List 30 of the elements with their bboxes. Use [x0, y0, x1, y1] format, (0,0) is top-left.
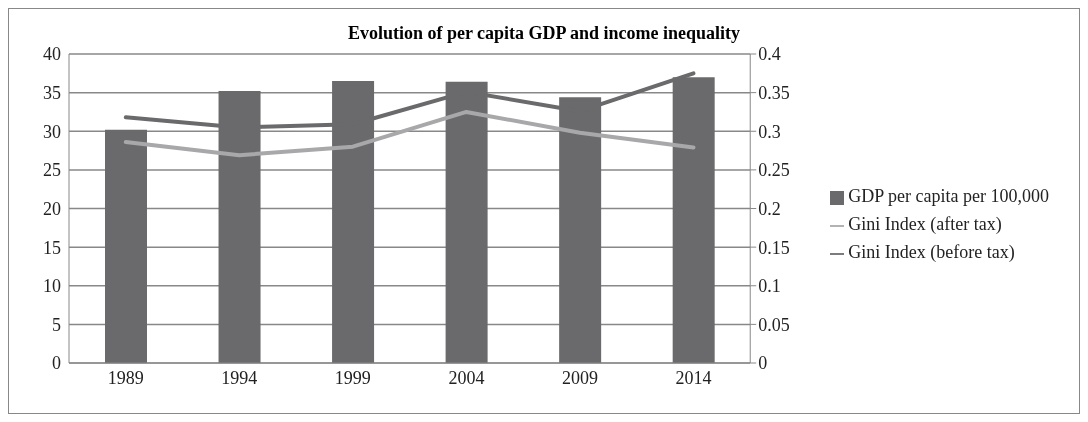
y-tick-label: 35 [43, 83, 61, 104]
y2-tick-label: 0.1 [758, 276, 781, 297]
y2-tick-label: 0 [758, 353, 768, 374]
x-tick-label: 1999 [334, 367, 371, 388]
y-tick-label: 40 [43, 44, 61, 65]
y2-tick-label: 0.35 [758, 83, 790, 104]
bar [105, 129, 147, 363]
y2-tick-label: 0.15 [758, 237, 790, 258]
y2-tick-label: 0.4 [758, 44, 781, 65]
y-tick-label: 25 [43, 160, 61, 181]
x-tick-label: 1994 [221, 367, 258, 388]
y-tick-label: 0 [52, 353, 61, 374]
x-tick-label: 2009 [561, 367, 598, 388]
y2-tick-label: 0.3 [758, 121, 781, 142]
line-series [123, 109, 696, 158]
y2-tick-label: 0.25 [758, 160, 790, 181]
x-tick-label: 1989 [107, 367, 144, 388]
x-tick-label: 2014 [675, 367, 712, 388]
y-tick-label: 15 [43, 237, 61, 258]
legend-label: Gini Index (after tax) [848, 214, 1002, 234]
chart-title: Evolution of per capita GDP and income inequality [346, 23, 742, 44]
legend-label: Gini Index (before tax) [848, 242, 1015, 262]
y2-tick-label: 0.2 [758, 198, 781, 219]
y-tick-label: 30 [43, 121, 61, 142]
y2-tick-label: 0.05 [758, 314, 790, 335]
y-tick-label: 10 [43, 276, 61, 297]
x-tick-label: 2004 [448, 367, 485, 388]
legend-label: GDP per capita per 100,000 [848, 186, 1049, 206]
y-tick-label: 5 [52, 314, 61, 335]
y-tick-label: 20 [43, 198, 61, 219]
